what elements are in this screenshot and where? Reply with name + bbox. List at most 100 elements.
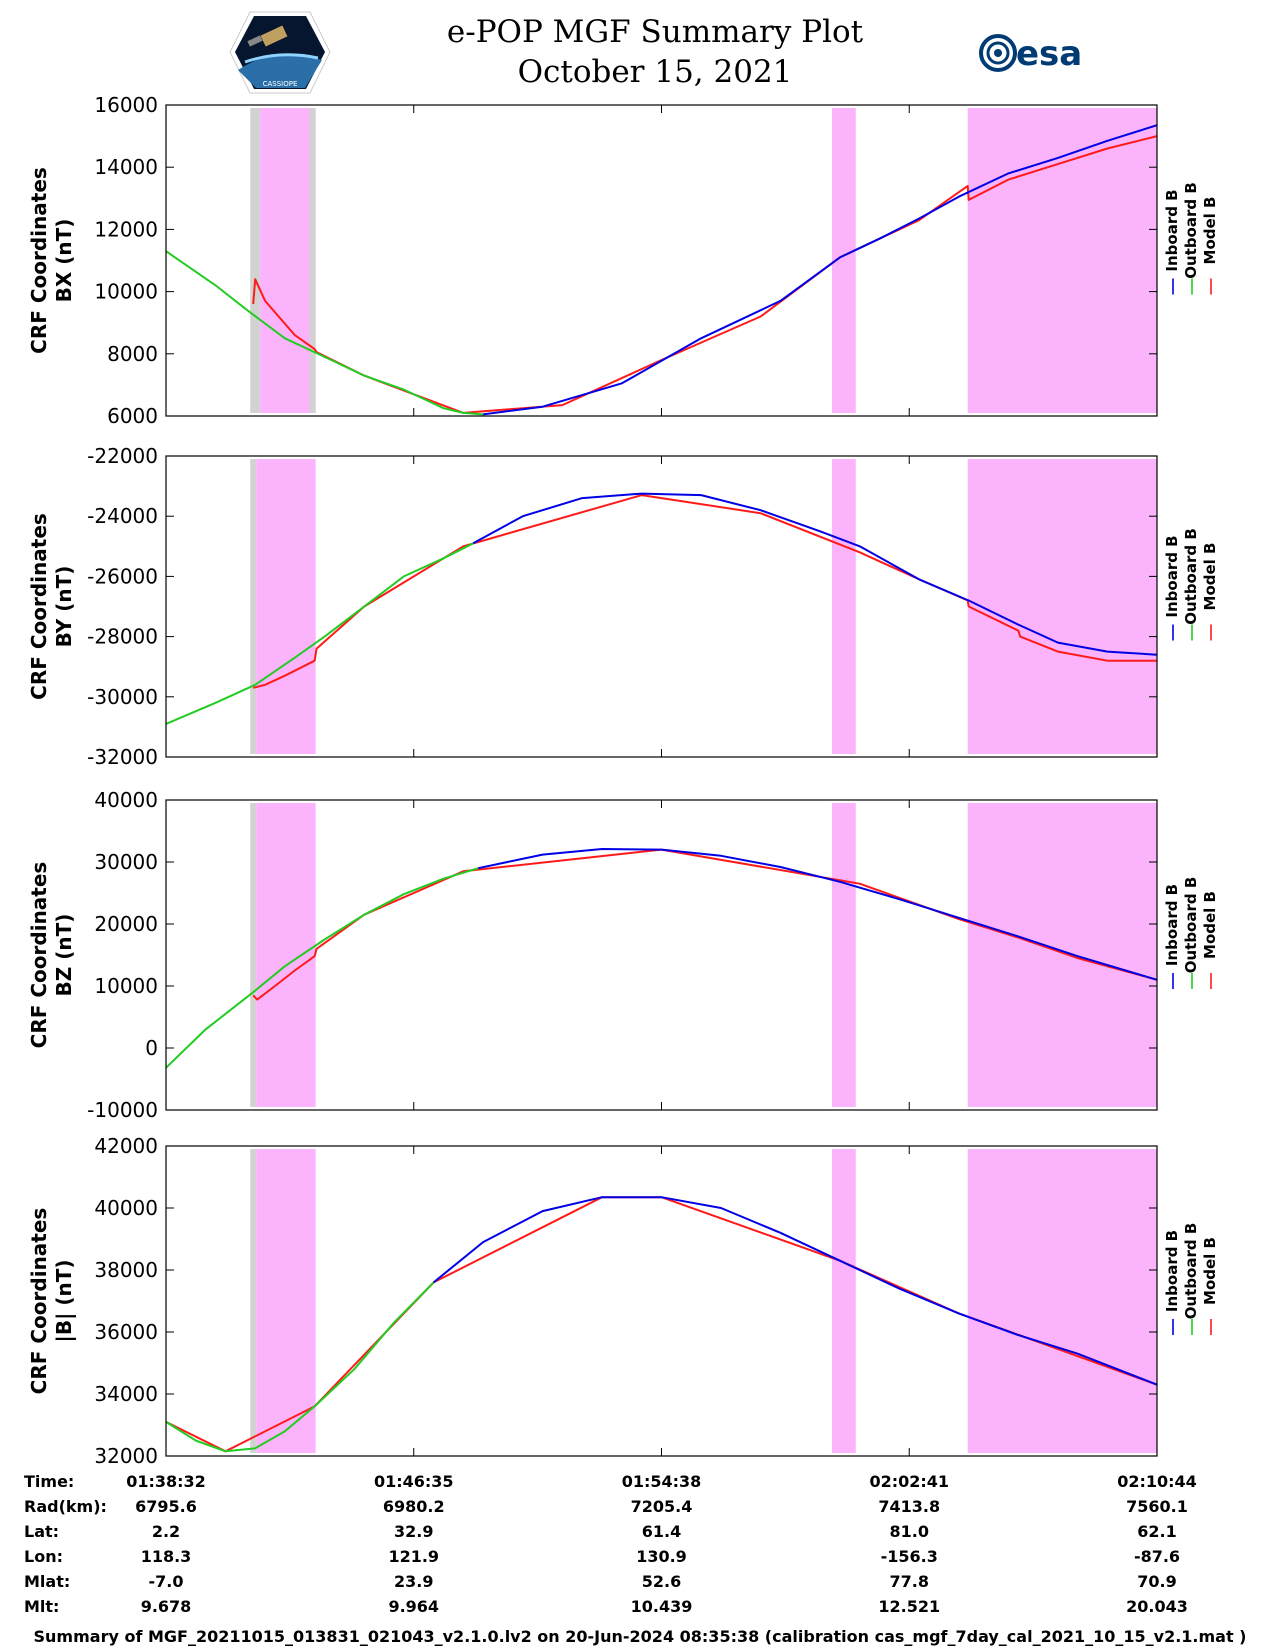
- gray-shaded-band: [250, 803, 257, 1107]
- y-tick-label: 32000: [94, 1444, 158, 1468]
- esa-logo: esa: [979, 34, 1082, 74]
- info-cell: 01:38:32: [126, 1472, 206, 1491]
- info-cell: 2.2: [152, 1522, 180, 1541]
- outboard-series-line: [165, 1281, 435, 1453]
- legend-outboard-label: Outboard B: [1182, 877, 1200, 974]
- y-tick-label: -32000: [87, 745, 158, 769]
- info-cell: 23.9: [394, 1572, 433, 1591]
- info-cell: 6980.2: [383, 1497, 445, 1516]
- y-tick-label: 34000: [94, 1382, 158, 1406]
- info-cell: 32.9: [394, 1522, 433, 1541]
- esa-logo-text: esa: [1016, 34, 1082, 74]
- info-cell: 01:46:35: [374, 1472, 454, 1491]
- magenta-shaded-band: [256, 1149, 316, 1453]
- panel-3: -10000 0 10000 20000 30000 40000 CRF Coordinat…: [27, 788, 1219, 1122]
- model-series-line: [252, 848, 1158, 1001]
- legend-model-label: Model B: [1201, 891, 1219, 959]
- magenta-shaded-band: [831, 108, 856, 413]
- y-axis-label: CRF CoordinatesBY (nT): [27, 513, 76, 700]
- info-row-label: Lon:: [24, 1547, 63, 1566]
- y-tick-label: 0: [145, 1036, 158, 1060]
- info-cell: 7413.8: [878, 1497, 940, 1516]
- info-row-label: Lat:: [24, 1522, 59, 1541]
- legend-model-label: Model B: [1201, 197, 1219, 265]
- legend-model-label: Model B: [1201, 1237, 1219, 1305]
- y-tick-label: 16000: [94, 93, 158, 117]
- info-cell: -87.6: [1134, 1547, 1180, 1566]
- info-row-label: Rad(km):: [24, 1497, 107, 1516]
- magenta-shaded-band: [260, 108, 316, 413]
- magenta-shaded-band: [967, 108, 1157, 413]
- model-series-line: [252, 494, 1157, 689]
- info-cell: 9.964: [388, 1597, 439, 1616]
- model-series-line: [252, 135, 1158, 414]
- magenta-shaded-band: [831, 803, 856, 1107]
- footer-caption: Summary of MGF_20211015_013831_021043_v2…: [34, 1627, 1247, 1646]
- panel-1: 6000 8000 10000 12000 14000 16000 CRF Coordina…: [27, 93, 1219, 428]
- info-cell: 6795.6: [135, 1497, 197, 1516]
- legend-outboard-label: Outboard B: [1182, 1223, 1200, 1320]
- info-cell: 7205.4: [631, 1497, 693, 1516]
- y-tick-label: 42000: [94, 1134, 158, 1158]
- panels: 6000 8000 10000 12000 14000 16000 CRF Coordina…: [27, 93, 1219, 1468]
- magenta-shaded-band: [967, 459, 1157, 754]
- info-cell: -156.3: [881, 1547, 938, 1566]
- y-tick-label: -30000: [87, 685, 158, 709]
- info-cell: 61.4: [642, 1522, 681, 1541]
- info-cell: 9.678: [141, 1597, 192, 1616]
- gray-shaded-band: [250, 459, 257, 754]
- y-tick-label: -10000: [87, 1098, 158, 1122]
- inboard-series-line: [472, 492, 1158, 656]
- title-line-2: October 15, 2021: [518, 54, 793, 90]
- magenta-shaded-band: [256, 803, 316, 1107]
- y-tick-label: 40000: [94, 788, 158, 812]
- y-axis-label: CRF CoordinatesBZ (nT): [27, 862, 76, 1049]
- info-cell: 70.9: [1137, 1572, 1176, 1591]
- info-cell: 130.9: [636, 1547, 687, 1566]
- left-logo-text: CASSIOPE: [263, 80, 298, 88]
- info-cell: 01:54:38: [622, 1472, 702, 1491]
- y-tick-label: 10000: [94, 280, 158, 304]
- panel-2: -32000 -30000 -28000 -26000 -24000 -22000 CRF …: [27, 444, 1219, 769]
- y-axis-label: CRF CoordinatesBX (nT): [27, 167, 76, 354]
- gray-shaded-band: [309, 108, 316, 413]
- legend-inboard-label: Inboard B: [1163, 884, 1181, 966]
- y-tick-label: 12000: [94, 217, 158, 241]
- left-logo: CASSIOPE: [229, 11, 331, 94]
- info-row-label: Mlt:: [24, 1597, 59, 1616]
- magenta-shaded-band: [831, 1149, 856, 1453]
- info-cell: 20.043: [1126, 1597, 1188, 1616]
- magenta-shaded-band: [831, 459, 856, 754]
- outboard-series-line: [165, 867, 479, 1069]
- legend-inboard-label: Inboard B: [1163, 1230, 1181, 1312]
- info-cell: 02:10:44: [1117, 1472, 1197, 1491]
- info-table: Time: Rad(km): Lat: Lon: Mlat: Mlt: 01:38:32 67…: [24, 1472, 1197, 1616]
- legend-outboard-label: Outboard B: [1182, 528, 1200, 625]
- y-tick-label: 36000: [94, 1320, 158, 1344]
- legend-inboard-label: Inboard B: [1163, 535, 1181, 617]
- info-row-label: Time:: [24, 1472, 74, 1491]
- info-cell: 62.1: [1137, 1522, 1176, 1541]
- y-tick-label: 14000: [94, 155, 158, 179]
- legend-model-label: Model B: [1201, 543, 1219, 611]
- y-tick-label: 38000: [94, 1258, 158, 1282]
- gray-shaded-band: [250, 1149, 257, 1453]
- y-tick-label: -24000: [87, 504, 158, 528]
- inboard-series-line: [482, 124, 1158, 416]
- y-tick-label: -28000: [87, 625, 158, 649]
- outboard-series-line: [165, 250, 484, 416]
- info-cell: 52.6: [642, 1572, 681, 1591]
- info-cell: 118.3: [141, 1547, 192, 1566]
- y-tick-label: 30000: [94, 850, 158, 874]
- info-cell: -7.0: [149, 1572, 184, 1591]
- info-cell: 7560.1: [1126, 1497, 1188, 1516]
- info-cell: 77.8: [890, 1572, 929, 1591]
- y-tick-label: 40000: [94, 1196, 158, 1220]
- info-cell: 81.0: [890, 1522, 929, 1541]
- y-tick-label: 8000: [107, 342, 158, 366]
- legend-outboard-label: Outboard B: [1182, 182, 1200, 279]
- info-row-label: Mlat:: [24, 1572, 70, 1591]
- info-cell: 02:02:41: [869, 1472, 949, 1491]
- inboard-series-line: [432, 1196, 1158, 1386]
